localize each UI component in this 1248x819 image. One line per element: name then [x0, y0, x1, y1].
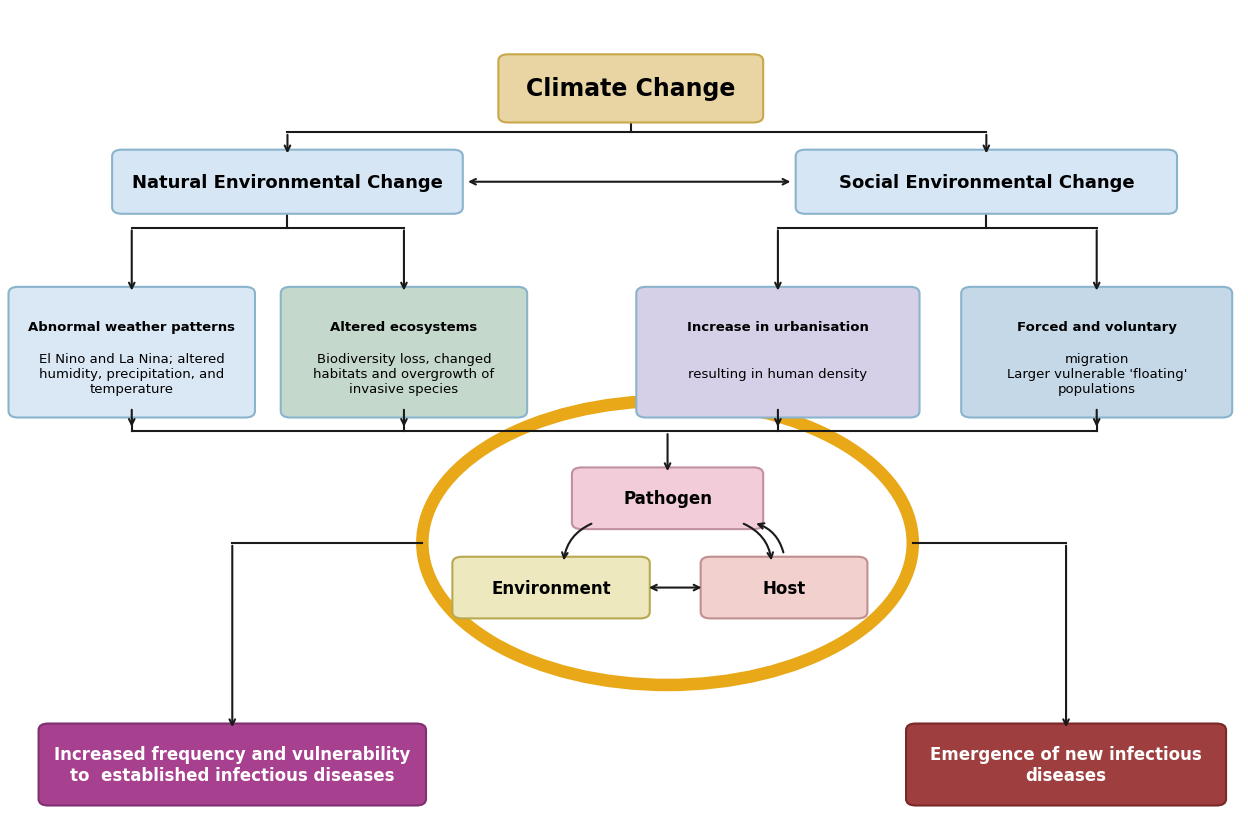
Text: migration
Larger vulnerable 'floating'
populations: migration Larger vulnerable 'floating' p… — [1006, 352, 1187, 396]
FancyBboxPatch shape — [9, 287, 255, 418]
Text: Environment: Environment — [492, 579, 610, 597]
Text: Increase in urbanisation: Increase in urbanisation — [686, 320, 869, 333]
Text: El Nino and La Nina; altered
humidity, precipitation, and
temperature: El Nino and La Nina; altered humidity, p… — [39, 352, 225, 396]
Text: Biodiversity loss, changed
habitats and overgrowth of
invasive species: Biodiversity loss, changed habitats and … — [313, 352, 494, 396]
FancyBboxPatch shape — [112, 151, 463, 215]
FancyBboxPatch shape — [906, 724, 1226, 806]
Text: Forced and voluntary: Forced and voluntary — [1017, 320, 1177, 333]
Text: Abnormal weather patterns: Abnormal weather patterns — [29, 320, 235, 333]
Text: Pathogen: Pathogen — [623, 490, 713, 508]
FancyBboxPatch shape — [961, 287, 1232, 418]
Text: Altered ecosystems: Altered ecosystems — [331, 320, 478, 333]
FancyBboxPatch shape — [452, 557, 650, 618]
Text: Host: Host — [763, 579, 806, 597]
Text: Increased frequency and vulnerability
to  established infectious diseases: Increased frequency and vulnerability to… — [54, 745, 411, 784]
FancyBboxPatch shape — [796, 151, 1177, 215]
FancyBboxPatch shape — [39, 724, 426, 806]
Text: resulting in human density: resulting in human density — [689, 368, 867, 380]
Text: Emergence of new infectious
diseases: Emergence of new infectious diseases — [930, 745, 1202, 784]
Text: Climate Change: Climate Change — [527, 77, 735, 102]
FancyBboxPatch shape — [281, 287, 527, 418]
Text: Natural Environmental Change: Natural Environmental Change — [132, 174, 443, 192]
FancyBboxPatch shape — [700, 557, 867, 618]
FancyBboxPatch shape — [636, 287, 920, 418]
FancyBboxPatch shape — [572, 468, 764, 529]
Text: Social Environmental Change: Social Environmental Change — [839, 174, 1134, 192]
FancyBboxPatch shape — [498, 55, 764, 124]
